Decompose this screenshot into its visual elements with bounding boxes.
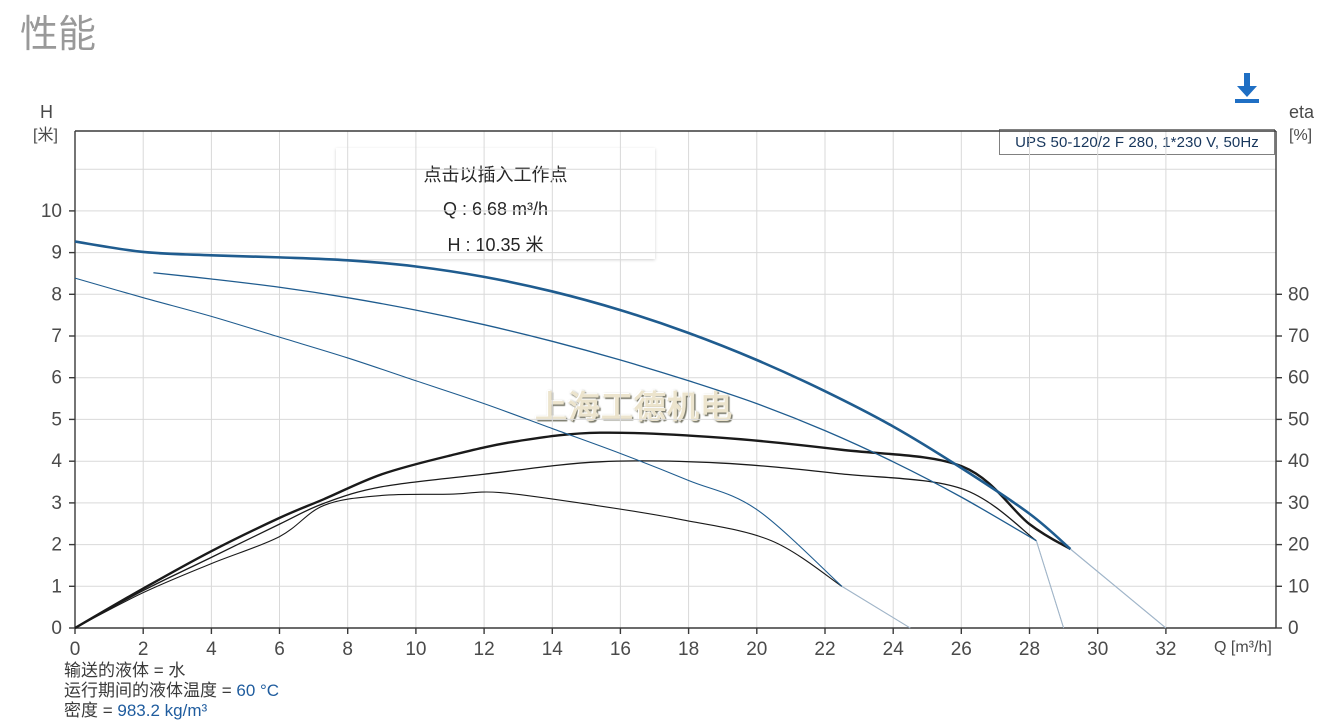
svg-text:4: 4 bbox=[206, 639, 217, 660]
svg-text:20: 20 bbox=[746, 639, 767, 660]
svg-text:3: 3 bbox=[51, 493, 62, 514]
svg-text:0: 0 bbox=[70, 639, 81, 660]
svg-text:2: 2 bbox=[138, 639, 149, 660]
svg-text:70: 70 bbox=[1288, 326, 1309, 347]
svg-text:26: 26 bbox=[951, 639, 972, 660]
svg-text:H: H bbox=[40, 102, 53, 122]
svg-text:16: 16 bbox=[610, 639, 631, 660]
svg-text:eta: eta bbox=[1289, 102, 1315, 122]
svg-text:8: 8 bbox=[51, 284, 62, 305]
svg-text:[%]: [%] bbox=[1289, 127, 1312, 144]
svg-text:24: 24 bbox=[883, 639, 905, 660]
svg-text:[米]: [米] bbox=[33, 126, 58, 144]
svg-text:2: 2 bbox=[51, 535, 62, 556]
svg-text:10: 10 bbox=[41, 201, 62, 222]
svg-text:5: 5 bbox=[51, 409, 62, 430]
svg-text:14: 14 bbox=[542, 639, 564, 660]
svg-text:30: 30 bbox=[1288, 493, 1309, 514]
svg-text:28: 28 bbox=[1019, 639, 1040, 660]
svg-text:60: 60 bbox=[1288, 368, 1309, 389]
svg-text:1: 1 bbox=[51, 576, 62, 597]
svg-text:Q [m³/h]: Q [m³/h] bbox=[1214, 639, 1272, 656]
svg-text:6: 6 bbox=[274, 639, 285, 660]
svg-text:4: 4 bbox=[51, 451, 62, 472]
svg-text:7: 7 bbox=[51, 326, 62, 347]
svg-text:32: 32 bbox=[1155, 639, 1176, 660]
svg-text:80: 80 bbox=[1288, 284, 1309, 305]
svg-text:18: 18 bbox=[678, 639, 699, 660]
svg-text:9: 9 bbox=[51, 243, 62, 264]
svg-text:8: 8 bbox=[342, 639, 353, 660]
svg-text:50: 50 bbox=[1288, 409, 1309, 430]
svg-text:0: 0 bbox=[51, 618, 62, 639]
svg-text:6: 6 bbox=[51, 368, 62, 389]
svg-text:10: 10 bbox=[1288, 576, 1309, 597]
svg-text:30: 30 bbox=[1087, 639, 1108, 660]
svg-text:0: 0 bbox=[1288, 618, 1299, 639]
svg-text:10: 10 bbox=[405, 639, 426, 660]
svg-text:20: 20 bbox=[1288, 535, 1309, 556]
svg-text:12: 12 bbox=[474, 639, 495, 660]
svg-text:40: 40 bbox=[1288, 451, 1309, 472]
svg-text:22: 22 bbox=[814, 639, 835, 660]
